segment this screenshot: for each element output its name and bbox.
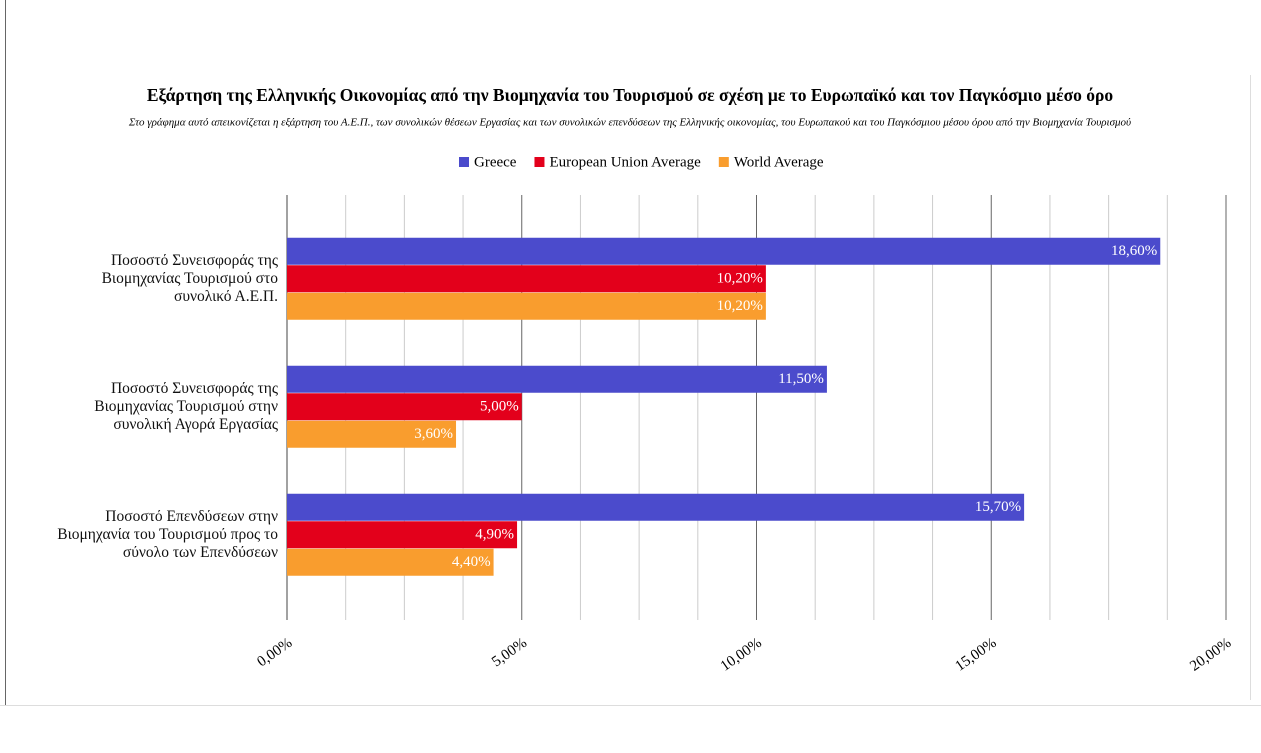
x-tick-label: 20,00% bbox=[1187, 635, 1234, 675]
y-tick-label: Ποσοστό Συνεισφοράς της Βιομηχανίας Τουρ… bbox=[101, 252, 278, 305]
legend-swatch bbox=[718, 157, 729, 167]
value-label: 10,20% bbox=[717, 298, 763, 314]
legend-label: World Average bbox=[734, 154, 824, 170]
chart-subtitle: Στο γράφημα αυτό απεικονίζεται η εξάρτησ… bbox=[128, 117, 1131, 129]
chart-title: Εξάρτηση της Ελληνικής Οικονομίας από τη… bbox=[147, 85, 1114, 105]
bar bbox=[287, 237, 1161, 265]
legend: Greece European Union Average World Averag… bbox=[459, 154, 824, 170]
x-tick-label: 5,00% bbox=[489, 635, 530, 670]
legend-label: Greece bbox=[474, 154, 517, 170]
bar bbox=[287, 521, 518, 549]
value-label: 4,90% bbox=[475, 526, 514, 542]
x-tick-label: 0,00% bbox=[254, 635, 295, 670]
value-label: 5,00% bbox=[480, 398, 519, 414]
value-label: 11,50% bbox=[778, 371, 824, 387]
bar bbox=[287, 292, 766, 320]
bar bbox=[287, 493, 1025, 521]
bar bbox=[287, 420, 457, 448]
x-tick-label: 10,00% bbox=[718, 635, 765, 675]
bar bbox=[287, 265, 766, 293]
legend-swatch bbox=[534, 157, 545, 167]
value-label: 18,60% bbox=[1111, 243, 1157, 259]
value-label: 4,40% bbox=[452, 554, 491, 570]
value-label: 15,70% bbox=[975, 499, 1021, 515]
bar bbox=[287, 393, 522, 421]
legend-label: European Union Average bbox=[549, 154, 701, 170]
bar bbox=[287, 548, 494, 576]
y-tick-label: Ποσοστό Επενδύσεων στην Βιομηχανία του Τ… bbox=[57, 508, 278, 561]
value-label: 3,60% bbox=[414, 426, 453, 442]
y-tick-label: Ποσοστό Συνεισφοράς της Βιομηχανίας Τουρ… bbox=[94, 380, 278, 433]
legend-swatch bbox=[459, 157, 469, 167]
bar bbox=[287, 365, 827, 393]
x-tick-label: 15,00% bbox=[952, 635, 999, 675]
value-label: 10,20% bbox=[717, 270, 763, 286]
